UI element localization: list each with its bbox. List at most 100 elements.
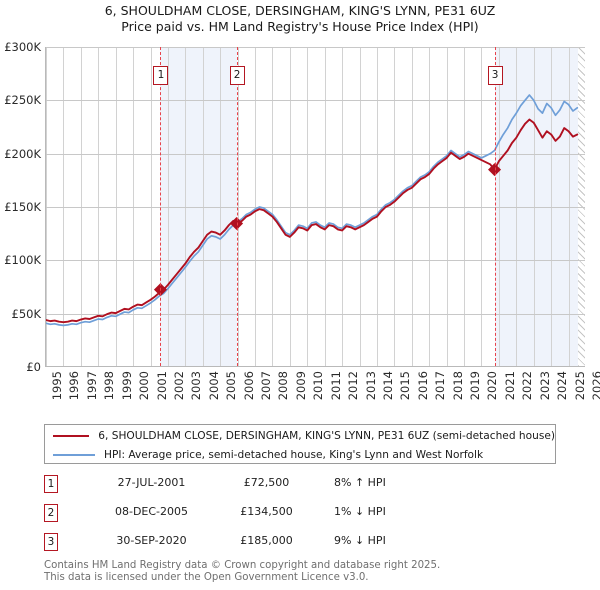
x-tick-label: 2004 [206, 371, 221, 401]
chart-area: 1 2 3 £0 £50K £100K £150K £200K £250K £300K 1995… [0, 40, 600, 400]
x-tick-label: 2016 [415, 371, 430, 401]
y-tick-label: £0 [26, 360, 41, 374]
gridline-vertical [289, 47, 291, 366]
legend-swatch-property [53, 434, 90, 437]
legend-item-property: 6, SHOULDHAM CLOSE, DERSINGHAM, KING'S L… [45, 426, 555, 445]
x-tick-label: 2005 [224, 371, 239, 401]
sale-price: £185,000 [240, 534, 293, 547]
gridline-vertical [185, 47, 187, 366]
table-row: 1 27-JUL-2001 £72,500 8% ↑ HPI [44, 474, 584, 503]
gridline-vertical [202, 47, 204, 366]
shaded-band-2 [494, 47, 579, 366]
gridline-vertical [568, 47, 570, 366]
gridline-vertical [255, 47, 257, 366]
y-tick-label: £250K [4, 93, 41, 108]
gridline-vertical [411, 47, 413, 366]
x-tick-label: 1996 [67, 371, 82, 401]
gridline-vertical [63, 47, 65, 366]
sale-price: £134,500 [240, 505, 293, 518]
x-tick-label: 2025 [572, 371, 587, 401]
sale-price: £72,500 [243, 476, 290, 489]
x-tick-label: 2026 [590, 371, 600, 401]
title-line-2: Price paid vs. HM Land Registry's House … [121, 19, 479, 34]
x-tick-label: 2010 [311, 371, 326, 401]
gridline-vertical [133, 47, 135, 366]
gridline-vertical [98, 47, 100, 366]
gridline-vertical [516, 47, 518, 366]
sale-date: 30-SEP-2020 [116, 534, 187, 547]
x-tick-label: 2015 [398, 371, 413, 401]
title-line-1: 6, SHOULDHAM CLOSE, DERSINGHAM, KING'S L… [104, 3, 496, 18]
plot-inner: 1 2 3 [46, 47, 585, 366]
marker-vline-2 [236, 47, 238, 366]
legend-swatch-hpi [53, 453, 95, 456]
x-tick-label: 1995 [50, 371, 64, 401]
x-tick-label: 2001 [154, 371, 169, 401]
gridline-vertical [46, 47, 47, 366]
gridline-vertical [551, 47, 553, 366]
chart-legend: 6, SHOULDHAM CLOSE, DERSINGHAM, KING'S L… [44, 424, 556, 464]
gridline-vertical [237, 47, 239, 366]
x-tick-label: 2022 [520, 371, 535, 401]
gridline-vertical [481, 47, 483, 366]
gridline-vertical [167, 47, 169, 366]
x-tick-label: 2023 [537, 371, 552, 401]
gridline-vertical [376, 47, 378, 366]
marker-flag-3[interactable]: 3 [487, 66, 503, 85]
x-tick-label: 1997 [84, 371, 99, 401]
shaded-band-1 [160, 47, 237, 366]
sale-hpi-delta: 8% ↑ HPI [334, 476, 386, 489]
legend-label-hpi: HPI: Average price, semi-detached house,… [104, 448, 484, 461]
x-tick-label: 2006 [241, 371, 256, 401]
gridline-horizontal [46, 207, 585, 208]
plot-region: 1 2 3 [45, 47, 585, 367]
gridline-vertical [115, 47, 117, 366]
y-tick-label: £150K [4, 200, 41, 214]
x-tick-label: 1998 [102, 371, 117, 401]
gridline-vertical [307, 47, 309, 366]
sale-index-badge: 3 [44, 533, 58, 551]
x-tick-label: 2012 [346, 371, 361, 401]
x-tick-label: 2024 [555, 371, 570, 401]
gridline-horizontal [46, 100, 585, 102]
sale-index-badge: 1 [44, 475, 58, 493]
gridline-vertical [150, 47, 152, 366]
gridline-horizontal [46, 153, 585, 155]
gridline-vertical [272, 47, 274, 366]
marker-flag-2[interactable]: 2 [229, 66, 245, 85]
sale-index-badge: 2 [44, 504, 58, 522]
marker-vline-3 [494, 47, 496, 366]
footer-line-1: Contains HM Land Registry data © Crown c… [44, 560, 441, 571]
sales-table: 1 27-JUL-2001 £72,500 8% ↑ HPI 2 08-DEC-2005 £… [44, 474, 584, 561]
y-tick-label: £300K [4, 40, 41, 54]
page-title: 6, SHOULDHAM CLOSE, DERSINGHAM, KING'S L… [0, 3, 600, 35]
sale-date: 27-JUL-2001 [117, 476, 186, 489]
marker-flag-1[interactable]: 1 [153, 66, 169, 85]
gridline-vertical [394, 47, 396, 366]
legend-item-hpi: HPI: Average price, semi-detached house,… [45, 445, 555, 464]
series-line-property [46, 118, 579, 324]
sale-hpi-delta: 9% ↓ HPI [334, 534, 386, 547]
gridline-horizontal [46, 260, 585, 262]
gridline-vertical [533, 47, 535, 366]
gridline-vertical [359, 47, 361, 366]
gridline-vertical [220, 47, 222, 366]
gridline-vertical [324, 47, 326, 366]
x-tick-label: 2019 [468, 371, 483, 401]
y-tick-label: £50K [11, 306, 42, 321]
x-tick-label: 2011 [328, 371, 343, 401]
x-tick-label: 2021 [502, 371, 517, 401]
table-row: 2 08-DEC-2005 £134,500 1% ↓ HPI [44, 503, 584, 532]
x-tick-label: 2018 [450, 371, 465, 401]
sale-date: 08-DEC-2005 [114, 505, 189, 518]
footer-attribution: Contains HM Land Registry data © Crown c… [44, 560, 584, 583]
gridline-vertical [464, 47, 466, 366]
legend-label-property: 6, SHOULDHAM CLOSE, DERSINGHAM, KING'S L… [98, 429, 555, 442]
x-tick-label: 2009 [293, 371, 308, 401]
projection-hatch-region [578, 47, 585, 366]
series-line-hpi [46, 94, 579, 327]
x-tick-label: 2008 [276, 371, 291, 401]
x-tick-label: 2017 [433, 371, 448, 401]
x-tick-label: 2002 [171, 371, 186, 401]
x-tick-label: 1999 [119, 371, 134, 401]
